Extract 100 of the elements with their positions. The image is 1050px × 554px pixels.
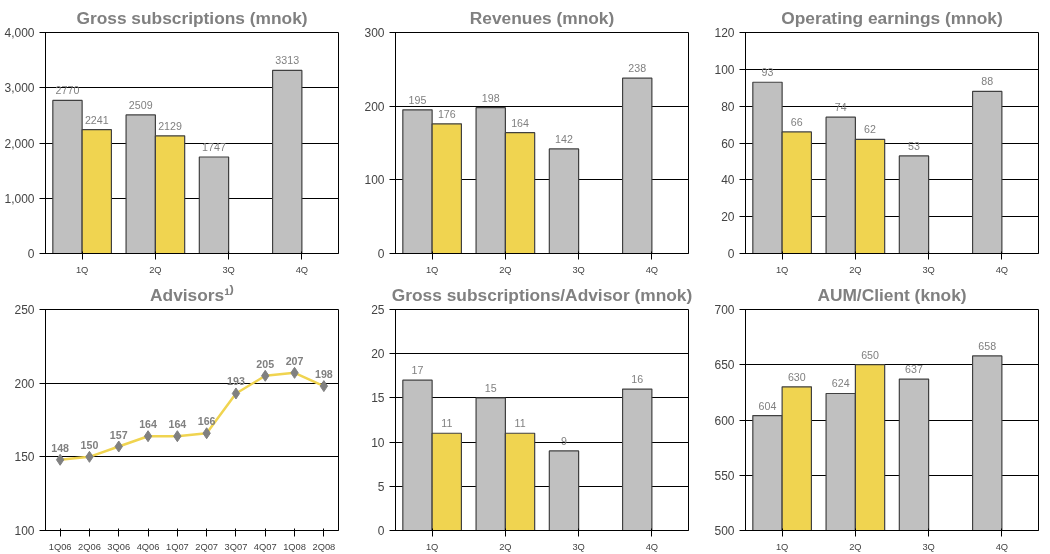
data-label: 166 (197, 415, 216, 428)
y-tick-label: 650 (714, 358, 735, 373)
x-tick-label: 2Q (499, 541, 512, 552)
x-tick-label: 2Q06 (78, 541, 101, 552)
data-label: 157 (109, 428, 128, 441)
data-label: 88 (981, 75, 994, 88)
data-label: 198 (481, 91, 500, 104)
x-tick-label: 1Q (775, 541, 789, 552)
chart-title: Gross subscriptions (mnok) (76, 7, 308, 28)
chart-title: Advisors¹⁾ (150, 283, 234, 305)
data-label: 93 (761, 66, 774, 79)
y-tick-label: 500 (714, 524, 735, 538)
chart-title: Revenues (mnok) (469, 7, 615, 28)
data-label: 604 (758, 399, 777, 412)
x-tick-label: 1Q (425, 541, 439, 552)
x-tick-label: 3Q06 (107, 541, 131, 552)
x-tick-label: 3Q (222, 264, 235, 275)
data-label: 16 (631, 373, 644, 386)
y-tick-label: 300 (364, 26, 385, 40)
data-label: 2509 (128, 98, 153, 111)
data-label: 164 (511, 116, 529, 129)
y-tick-label: 20 (721, 210, 735, 225)
y-tick-label: 100 (714, 62, 735, 77)
data-label: 205 (256, 357, 275, 370)
y-tick-label: 120 (714, 26, 735, 40)
y-tick-label: 150 (14, 450, 35, 465)
x-tick-label: 1Q08 (283, 541, 306, 552)
y-tick-label: 600 (714, 413, 735, 428)
data-label: 142 (555, 132, 573, 145)
y-tick-label: 0 (377, 247, 385, 261)
x-tick-label: 1Q (425, 264, 439, 275)
x-tick-label: 3Q (922, 264, 935, 275)
y-tick-label: 40 (721, 173, 735, 188)
y-tick-label: 100 (364, 173, 385, 188)
x-tick-label: 2Q08 (312, 541, 336, 552)
y-tick-label: 0 (27, 247, 35, 261)
x-tick-label: 3Q (922, 541, 935, 552)
data-label: 3313 (275, 54, 300, 67)
data-label: 207 (285, 354, 304, 367)
x-tick-label: 2Q07 (195, 541, 219, 552)
x-tick-label: 4Q (995, 541, 1009, 552)
x-tick-label: 2Q (149, 264, 162, 275)
x-tick-label: 1Q06 (48, 541, 72, 552)
y-tick-label: 5 (377, 479, 385, 494)
y-tick-label: 0 (377, 524, 385, 538)
data-label: 2770 (55, 84, 80, 97)
x-tick-label: 4Q (645, 264, 659, 275)
data-label: 150 (80, 438, 99, 451)
y-tick-label: 550 (714, 468, 735, 483)
y-tick-label: 1,000 (4, 191, 35, 206)
x-tick-label: 1Q (775, 264, 789, 275)
y-tick-label: 4,000 (4, 26, 35, 40)
data-label: 195 (408, 93, 427, 106)
x-tick-label: 4Q07 (253, 541, 277, 552)
data-label: 650 (861, 348, 879, 361)
y-tick-label: 200 (14, 376, 35, 391)
x-tick-label: 3Q (572, 264, 585, 275)
x-tick-label: 1Q (75, 264, 89, 275)
data-label: 66 (790, 115, 803, 128)
data-label: 2241 (84, 113, 109, 126)
data-label: 17 (411, 364, 424, 377)
y-tick-label: 0 (727, 247, 735, 261)
data-label: 15 (484, 381, 497, 394)
x-tick-label: 3Q (572, 541, 585, 552)
data-label: 238 (628, 62, 647, 75)
data-label: 176 (437, 107, 456, 120)
data-label: 624 (831, 377, 850, 390)
data-label: 148 (51, 441, 70, 454)
data-label: 2129 (158, 119, 182, 132)
y-tick-label: 10 (371, 435, 385, 450)
data-label: 62 (864, 123, 877, 136)
x-tick-label: 1Q07 (165, 541, 189, 552)
y-tick-label: 200 (364, 99, 385, 114)
data-label: 198 (314, 368, 333, 381)
data-label: 164 (139, 418, 158, 431)
y-tick-label: 25 (371, 303, 385, 317)
y-tick-label: 100 (14, 524, 35, 538)
x-tick-label: 4Q (645, 541, 659, 552)
x-tick-label: 2Q (849, 264, 862, 275)
data-label: 637 (905, 363, 923, 376)
y-tick-label: 60 (721, 136, 735, 151)
y-tick-label: 2,000 (4, 136, 35, 151)
x-tick-label: 4Q (995, 264, 1009, 275)
y-tick-label: 15 (371, 391, 385, 406)
y-tick-label: 700 (714, 303, 735, 317)
x-tick-label: 4Q06 (136, 541, 160, 552)
y-tick-label: 20 (371, 347, 385, 362)
x-tick-label: 4Q (295, 264, 309, 275)
y-tick-label: 80 (721, 99, 735, 114)
x-tick-label: 3Q07 (224, 541, 248, 552)
data-label: 658 (978, 339, 997, 352)
chart-title: Gross subscriptions/Advisor (mnok) (391, 284, 693, 305)
data-label: 1747 (202, 140, 226, 153)
data-label: 11 (441, 417, 453, 430)
y-tick-label: 3,000 (4, 81, 35, 96)
data-label: 164 (168, 418, 187, 431)
x-tick-label: 2Q (499, 264, 512, 275)
y-tick-label: 250 (14, 303, 35, 317)
data-label: 11 (514, 417, 526, 430)
chart-title: AUM/Client (knok) (817, 284, 967, 305)
